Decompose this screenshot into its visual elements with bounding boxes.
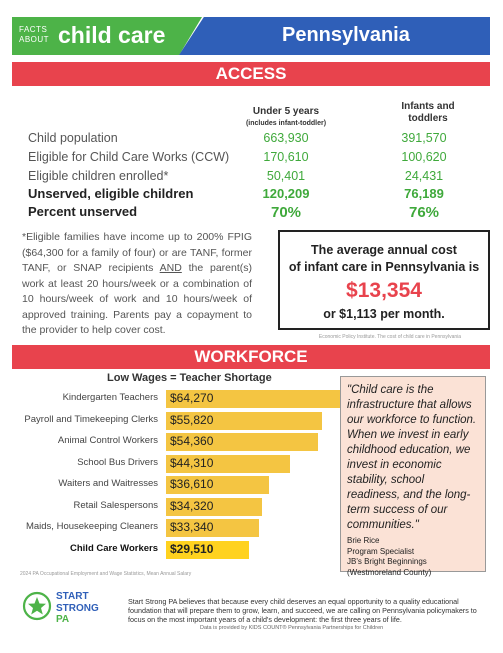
- wage-category-label: Kindergarten Teachers: [62, 392, 158, 403]
- access-row-eligible: Eligible for Child Care Works (CCW) 170,…: [28, 150, 447, 164]
- wage-value-label: $54,360: [170, 434, 214, 448]
- wage-value-label: $33,340: [170, 520, 214, 534]
- workforce-section-bar: WORKFORCE: [12, 345, 490, 369]
- cost-amount: $13,354: [346, 279, 422, 302]
- wage-bar: [166, 519, 260, 537]
- cost-heading: The average annual cost of infant care i…: [288, 243, 480, 274]
- facts-about-label: FACTS ABOUT: [19, 25, 50, 44]
- wage-value-label: $64,270: [170, 391, 214, 405]
- wage-value-label: $55,820: [170, 412, 214, 427]
- infant-cost-box: The average annual cost of infant care i…: [278, 230, 490, 330]
- access-row-unserved: Unserved, eligible children 120,209 76,1…: [28, 186, 444, 201]
- col-header-under5: Under 5 years (includes infant-toddler): [245, 106, 327, 127]
- state-title: Pennsylvania: [282, 24, 410, 46]
- wage-bar: [166, 540, 249, 559]
- access-row-population: Child population 663,930 391,570: [28, 131, 447, 145]
- wage-bar: [166, 390, 346, 408]
- header-green-panel: [12, 17, 202, 55]
- cost-source: Economic Policy Institute. The cost of c…: [318, 334, 462, 340]
- chart-title: Low Wages = Teacher Shortage: [107, 372, 272, 384]
- wage-value-label: $36,610: [170, 477, 214, 491]
- wage-bar: [166, 433, 319, 451]
- cost-monthly: or $1,113 per month.: [323, 307, 445, 321]
- quote-box: "Child care is the infrastructure that a…: [340, 376, 486, 577]
- header-banner: FACTS ABOUT child care Pennsylvania: [12, 17, 490, 55]
- access-row-percent: Percent unserved 70% 76%: [28, 204, 440, 221]
- wage-category-label: Animal Control Workers: [57, 435, 158, 446]
- quote-text: "Child care is the infrastructure that a…: [347, 384, 477, 531]
- eligibility-footnote: *Eligible families have income up to 200…: [22, 231, 252, 336]
- footer-statement: Start Strong PA believes that because ev…: [128, 597, 477, 624]
- wage-bar: [166, 497, 263, 516]
- star-icon: [22, 591, 52, 621]
- wage-category-label: School Bus Drivers: [77, 456, 158, 468]
- wage-category-label: Maids, Housekeeping Cleaners: [25, 521, 158, 532]
- wage-source: 2024 PA Occupational Employment and Wage…: [20, 571, 192, 577]
- wage-category-label: Child Care Workers: [70, 542, 158, 554]
- topic-title: child care: [58, 22, 166, 48]
- access-row-enrolled: Eligible children enrolled* 50,401 24,43…: [28, 169, 444, 183]
- wage-value-label: $44,310: [170, 455, 214, 470]
- wage-category-label: Retail Salespersons: [73, 499, 159, 511]
- wage-bar: [166, 411, 323, 430]
- wage-bar: [166, 454, 291, 473]
- footer-data-source: Data is provided by KIDS COUNT® Pennsylv…: [200, 625, 384, 631]
- quote-attribution: Brie Rice Program Specialist JB's Bright…: [347, 536, 432, 577]
- wage-value-label: $29,510: [170, 541, 214, 556]
- wage-bar: [166, 476, 269, 494]
- wage-category-label: Waiters and Waitresses: [58, 478, 158, 489]
- start-strong-pa-logo: START STRONG PA: [22, 589, 122, 629]
- wage-value-label: $34,320: [170, 498, 214, 513]
- col-header-infants: Infants and toddlers: [401, 101, 455, 124]
- wage-category-label: Payroll and Timekeeping Clerks: [24, 413, 158, 425]
- access-section-bar: ACCESS: [12, 62, 490, 86]
- header-blue-panel: [179, 17, 490, 55]
